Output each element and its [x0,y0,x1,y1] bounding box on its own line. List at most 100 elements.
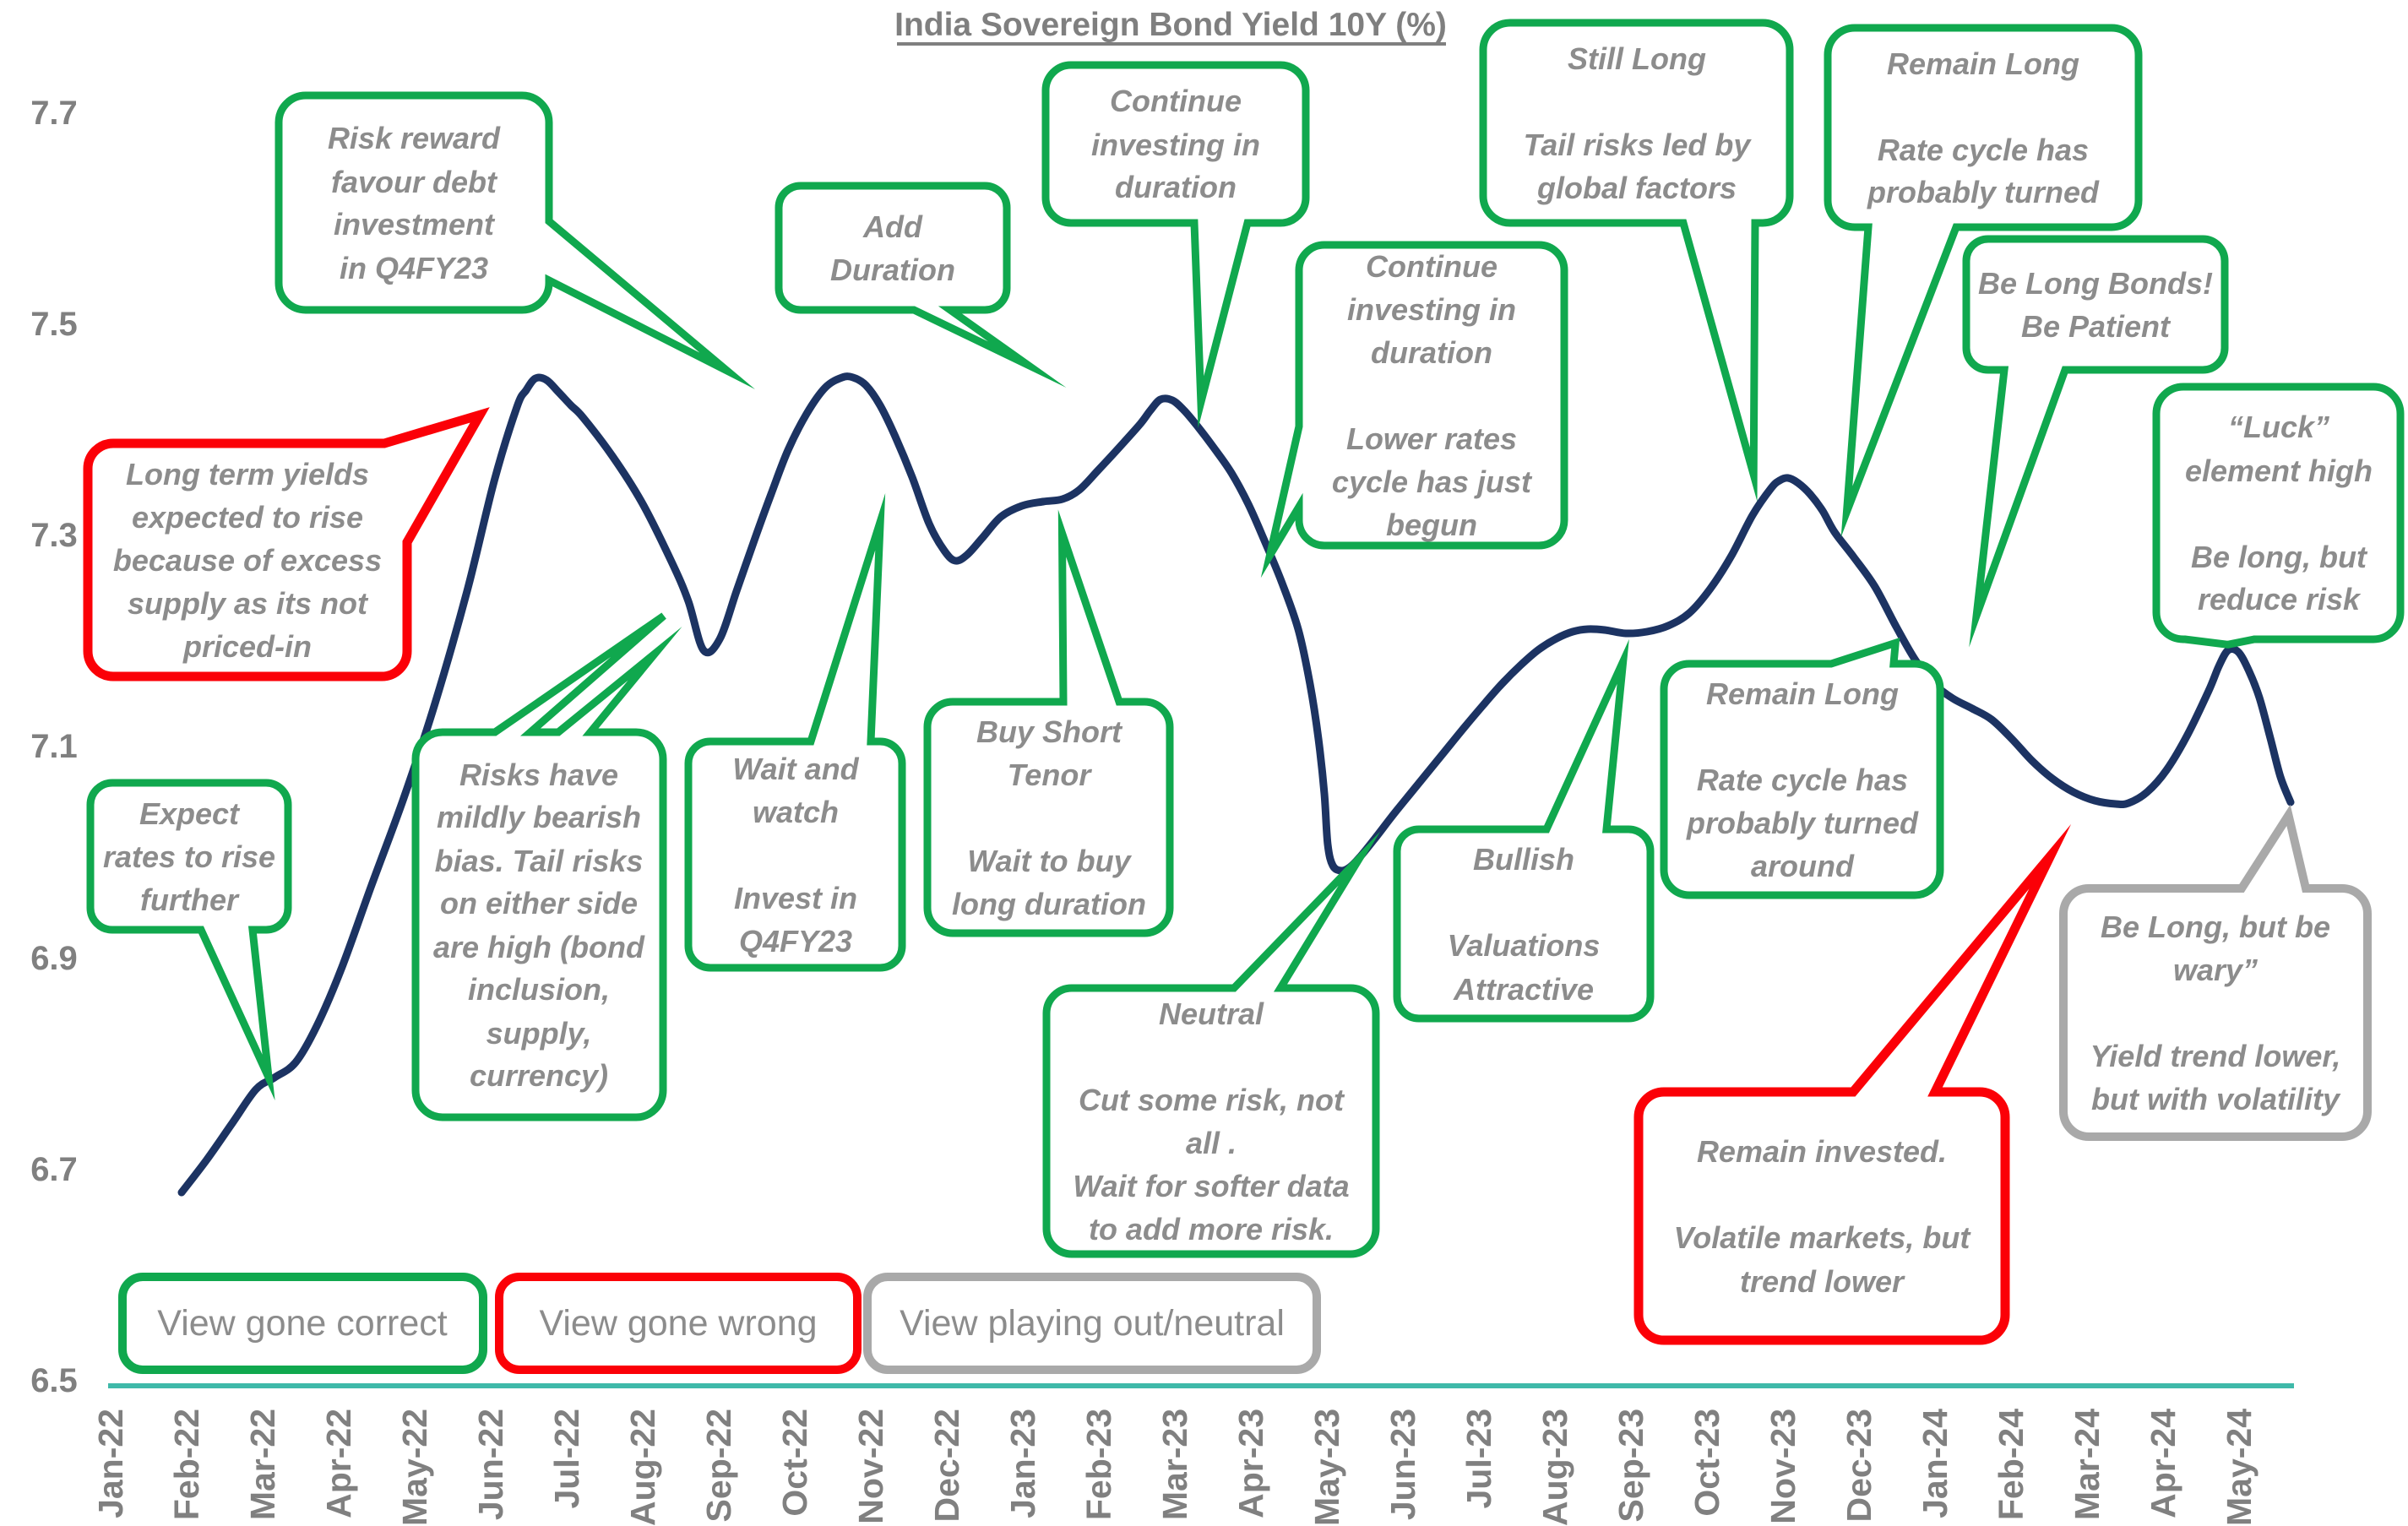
svg-text:long duration: long duration [952,887,1146,921]
svg-text:probably turned: probably turned [1867,175,2100,209]
svg-text:Be Long, but be: Be Long, but be [2101,910,2330,944]
svg-text:expected to rise: expected to rise [132,500,363,535]
svg-text:Wait to buy: Wait to buy [967,844,1132,878]
svg-text:Jun-22: Jun-22 [471,1409,510,1520]
svg-text:Volatile markets, but: Volatile markets, but [1674,1220,1972,1255]
svg-text:supply,: supply, [486,1016,592,1051]
svg-text:Yield trend lower,: Yield trend lower, [2090,1039,2341,1073]
svg-text:Wait for softer data: Wait for softer data [1073,1169,1349,1203]
svg-text:Remain invested.: Remain invested. [1697,1134,1947,1169]
svg-text:rates to rise: rates to rise [103,839,275,874]
svg-text:Bullish: Bullish [1473,842,1574,877]
svg-text:Jan-23: Jan-23 [1003,1409,1042,1518]
svg-text:Oct-22: Oct-22 [775,1409,814,1517]
svg-text:Dec-22: Dec-22 [927,1409,966,1522]
svg-text:Invest in: Invest in [734,881,857,915]
svg-text:investing in: investing in [1091,128,1260,162]
svg-text:View gone wrong: View gone wrong [539,1303,817,1344]
svg-text:Risks have: Risks have [459,758,618,792]
svg-text:Nov-23: Nov-23 [1764,1409,1802,1524]
svg-text:Buy Short: Buy Short [976,714,1123,749]
svg-text:Mar-22: Mar-22 [243,1409,282,1520]
svg-text:watch: watch [753,795,839,829]
svg-text:Risk reward: Risk reward [328,121,501,155]
svg-text:Q4FY23: Q4FY23 [739,924,852,959]
svg-text:Sep-22: Sep-22 [699,1409,738,1522]
svg-text:element high: element high [2185,453,2373,488]
svg-text:priced-in: priced-in [182,629,312,664]
svg-text:Remain Long: Remain Long [1887,46,2079,81]
svg-text:View gone correct: View gone correct [157,1303,447,1344]
svg-text:are high (bond: are high (bond [433,930,645,964]
svg-text:duration: duration [1371,335,1492,370]
svg-text:Duration: Duration [830,253,955,287]
svg-text:all .: all . [1186,1126,1237,1160]
svg-text:trend lower: trend lower [1740,1264,1905,1299]
svg-text:Lower rates: Lower rates [1346,421,1517,456]
svg-text:on either side: on either side [440,886,638,920]
svg-text:Valuations: Valuations [1448,928,1601,963]
svg-text:Continue: Continue [1366,249,1498,284]
svg-text:“Luck”: “Luck” [2228,410,2329,444]
svg-text:but with volatility: but with volatility [2091,1082,2341,1116]
svg-text:Mar-23: Mar-23 [1155,1409,1194,1520]
svg-text:Jun-23: Jun-23 [1383,1409,1422,1520]
svg-text:Aug-23: Aug-23 [1536,1409,1574,1526]
svg-text:reduce risk: reduce risk [2198,582,2362,616]
svg-text:Jan-22: Jan-22 [91,1409,130,1518]
svg-text:Sep-23: Sep-23 [1612,1409,1650,1522]
svg-text:Aug-22: Aug-22 [623,1409,662,1526]
svg-text:India Sovereign Bond Yield 10Y: India Sovereign Bond Yield 10Y (%) [894,7,1447,43]
svg-text:Oct-23: Oct-23 [1688,1409,1726,1517]
svg-text:mildly bearish: mildly bearish [437,800,641,834]
svg-text:Remain Long: Remain Long [1706,676,1899,711]
svg-text:Be Patient: Be Patient [2021,309,2172,344]
svg-text:investment: investment [334,207,496,242]
svg-text:Long term yields: Long term yields [126,457,369,491]
svg-text:begun: begun [1386,508,1477,542]
svg-text:7.3: 7.3 [30,517,78,554]
svg-text:Attractive: Attractive [1453,972,1594,1007]
svg-text:Jan-24: Jan-24 [1916,1409,1954,1518]
svg-text:Tenor: Tenor [1008,758,1093,792]
svg-text:6.9: 6.9 [30,940,78,977]
svg-text:Dec-23: Dec-23 [1840,1409,1878,1522]
svg-text:currency): currency) [470,1058,608,1093]
svg-text:Feb-23: Feb-23 [1079,1409,1118,1520]
svg-text:7.5: 7.5 [30,306,78,343]
svg-text:Feb-24: Feb-24 [1992,1409,2030,1520]
svg-text:duration: duration [1115,170,1237,204]
svg-text:Apr-23: Apr-23 [1231,1409,1270,1518]
svg-text:Apr-24: Apr-24 [2144,1409,2182,1518]
svg-text:7.7: 7.7 [30,95,78,132]
svg-text:Mar-24: Mar-24 [2068,1409,2106,1520]
svg-text:Jul-22: Jul-22 [547,1409,586,1509]
svg-text:Be Long Bonds!: Be Long Bonds! [1978,266,2213,301]
svg-text:May-22: May-22 [395,1409,434,1526]
svg-text:Cut some risk, not: Cut some risk, not [1079,1083,1345,1117]
svg-text:global factors: global factors [1536,171,1737,205]
svg-text:wary”: wary” [2173,953,2258,987]
svg-text:6.5: 6.5 [30,1362,78,1399]
svg-text:supply as its not: supply as its not [128,586,369,621]
svg-text:in Q4FY23: in Q4FY23 [340,251,488,285]
svg-text:Feb-22: Feb-22 [167,1409,206,1520]
svg-text:to add more risk.: to add more risk. [1089,1212,1334,1246]
svg-text:Rate cycle has: Rate cycle has [1697,763,1908,797]
svg-text:6.7: 6.7 [30,1151,78,1188]
svg-text:around: around [1751,849,1855,883]
svg-text:Continue: Continue [1110,84,1242,118]
svg-text:7.1: 7.1 [30,728,78,765]
svg-text:Add: Add [862,209,923,244]
svg-text:Expect: Expect [139,796,241,831]
svg-text:Neutral: Neutral [1159,997,1264,1031]
svg-text:further: further [140,882,240,917]
svg-text:Apr-22: Apr-22 [319,1409,358,1518]
svg-text:favour debt: favour debt [331,165,498,199]
svg-text:Nov-22: Nov-22 [851,1409,890,1524]
svg-text:cycle has just: cycle has just [1332,464,1533,499]
svg-text:Still Long: Still Long [1568,41,1706,76]
svg-text:inclusion,: inclusion, [468,972,610,1007]
svg-text:Wait and: Wait and [732,752,859,786]
svg-text:Be long, but: Be long, but [2191,540,2368,574]
